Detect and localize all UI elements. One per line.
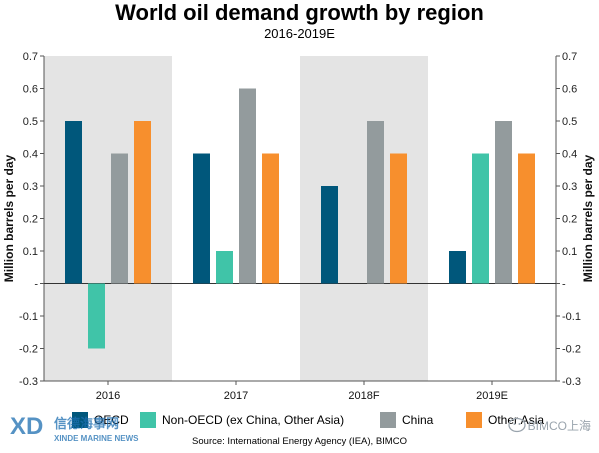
bar-other-asia-2016 bbox=[134, 121, 151, 284]
bar-china-2016 bbox=[111, 153, 128, 284]
y-tick-label-right: 0.5 bbox=[562, 116, 577, 128]
legend-label-oecd: OECD bbox=[94, 413, 129, 427]
svg-text:XD: XD bbox=[10, 413, 43, 440]
chart-legend: OECD Non-OECD (ex China, Other Asia) Chi… bbox=[0, 408, 599, 432]
y-tick-label-right: -0.2 bbox=[562, 344, 581, 356]
legend-swatch-other-asia bbox=[466, 412, 482, 428]
bar-chart: 0.7 0.7 0.6 0.6 0.5 0.5 0.4 0.4 0.3 0.3 0.2 0.2 0.1 0… bbox=[2, 51, 595, 402]
bar-oecd-2019e bbox=[449, 251, 466, 284]
legend-label-other-asia: Other Asia bbox=[488, 413, 545, 427]
category-shade-2016 bbox=[44, 56, 172, 381]
y-tick-label-left: -0.2 bbox=[19, 344, 38, 356]
x-tick-label-2016: 2016 bbox=[96, 390, 120, 402]
y-tick-label-right: - bbox=[562, 279, 566, 291]
y-tick-label-left: -0.1 bbox=[19, 311, 38, 323]
legend-swatch-oecd bbox=[72, 412, 88, 428]
bar-oecd-2018f bbox=[321, 186, 338, 284]
y-tick-label-right: 0.2 bbox=[562, 214, 577, 226]
legend-item-china: China bbox=[380, 411, 433, 429]
y-tick-label-left: -0.3 bbox=[19, 376, 38, 388]
legend-swatch-non-oecd bbox=[140, 412, 156, 428]
bar-oecd-2016 bbox=[65, 121, 82, 284]
y-tick-label-left: 0.1 bbox=[23, 246, 38, 258]
x-tick-label-2019e: 2019E bbox=[476, 390, 508, 402]
bar-other-asia-2018f bbox=[390, 153, 407, 284]
legend-item-non-oecd: Non-OECD (ex China, Other Asia) bbox=[140, 411, 344, 429]
bar-china-2019e bbox=[495, 121, 512, 284]
xinde-english-text: XINDE MARINE NEWS bbox=[54, 434, 139, 443]
bar-oecd-2017 bbox=[193, 153, 210, 284]
chart-title: World oil demand growth by region bbox=[115, 0, 484, 25]
bar-other-asia-2017 bbox=[262, 153, 279, 284]
y-tick-label-left: - bbox=[34, 279, 38, 291]
y-tick-label-left: 0.4 bbox=[23, 149, 38, 161]
source-note: Source: International Energy Agency (IEA… bbox=[192, 436, 407, 447]
x-tick-label-2017: 2017 bbox=[224, 390, 248, 402]
xinde-watermark-logo: XD 信德海事网 XINDE MARINE NEWS bbox=[8, 410, 168, 446]
y-tick-label-right: -0.1 bbox=[562, 311, 581, 323]
y-tick-label-right: 0.4 bbox=[562, 149, 577, 161]
xinde-chinese-text: 信德海事网 bbox=[54, 416, 119, 432]
xinde-logo-icon: XD 信德海事网 XINDE MARINE NEWS bbox=[10, 413, 139, 443]
bimco-watermark: BIMCO上海 bbox=[508, 414, 591, 436]
bar-non-oecd-ex-china-other-asia-2016 bbox=[88, 283, 105, 349]
legend-swatch-china bbox=[380, 412, 396, 428]
legend-item-other-asia: Other Asia bbox=[466, 411, 544, 429]
y-tick-label-left: 0.2 bbox=[23, 214, 38, 226]
y-tick-label-left: 0.3 bbox=[23, 181, 38, 193]
bar-china-2018f bbox=[367, 121, 384, 284]
y-tick-label-left: 0.7 bbox=[23, 51, 38, 63]
bar-china-2017 bbox=[239, 88, 256, 284]
bar-other-asia-2019e bbox=[518, 153, 535, 284]
y-tick-label-right: 0.3 bbox=[562, 181, 577, 193]
chart-subtitle: 2016-2019E bbox=[264, 26, 335, 41]
legend-label-non-oecd: Non-OECD (ex China, Other Asia) bbox=[162, 413, 345, 427]
y-axis-label-right: Million barrels per day bbox=[581, 154, 595, 282]
y-tick-label-right: 0.7 bbox=[562, 51, 577, 63]
bar-non-oecd-ex-china-other-asia-2019e bbox=[472, 153, 489, 284]
y-tick-label-right: 0.1 bbox=[562, 246, 577, 258]
y-tick-label-left: 0.6 bbox=[23, 84, 38, 96]
bar-non-oecd-ex-china-other-asia-2017 bbox=[216, 251, 233, 284]
y-tick-label-right: 0.6 bbox=[562, 84, 577, 96]
y-tick-label-right: -0.3 bbox=[562, 376, 581, 388]
y-tick-label-left: 0.5 bbox=[23, 116, 38, 128]
legend-item-oecd: OECD bbox=[72, 411, 129, 429]
wechat-icon bbox=[508, 417, 526, 433]
y-axis-label-left: Million barrels per day bbox=[2, 154, 16, 282]
category-shade-2018f bbox=[300, 56, 428, 381]
x-tick-label-2018f: 2018F bbox=[348, 390, 379, 402]
bimco-watermark-text: BIMCO上海 bbox=[527, 418, 591, 433]
legend-label-china: China bbox=[402, 413, 434, 427]
